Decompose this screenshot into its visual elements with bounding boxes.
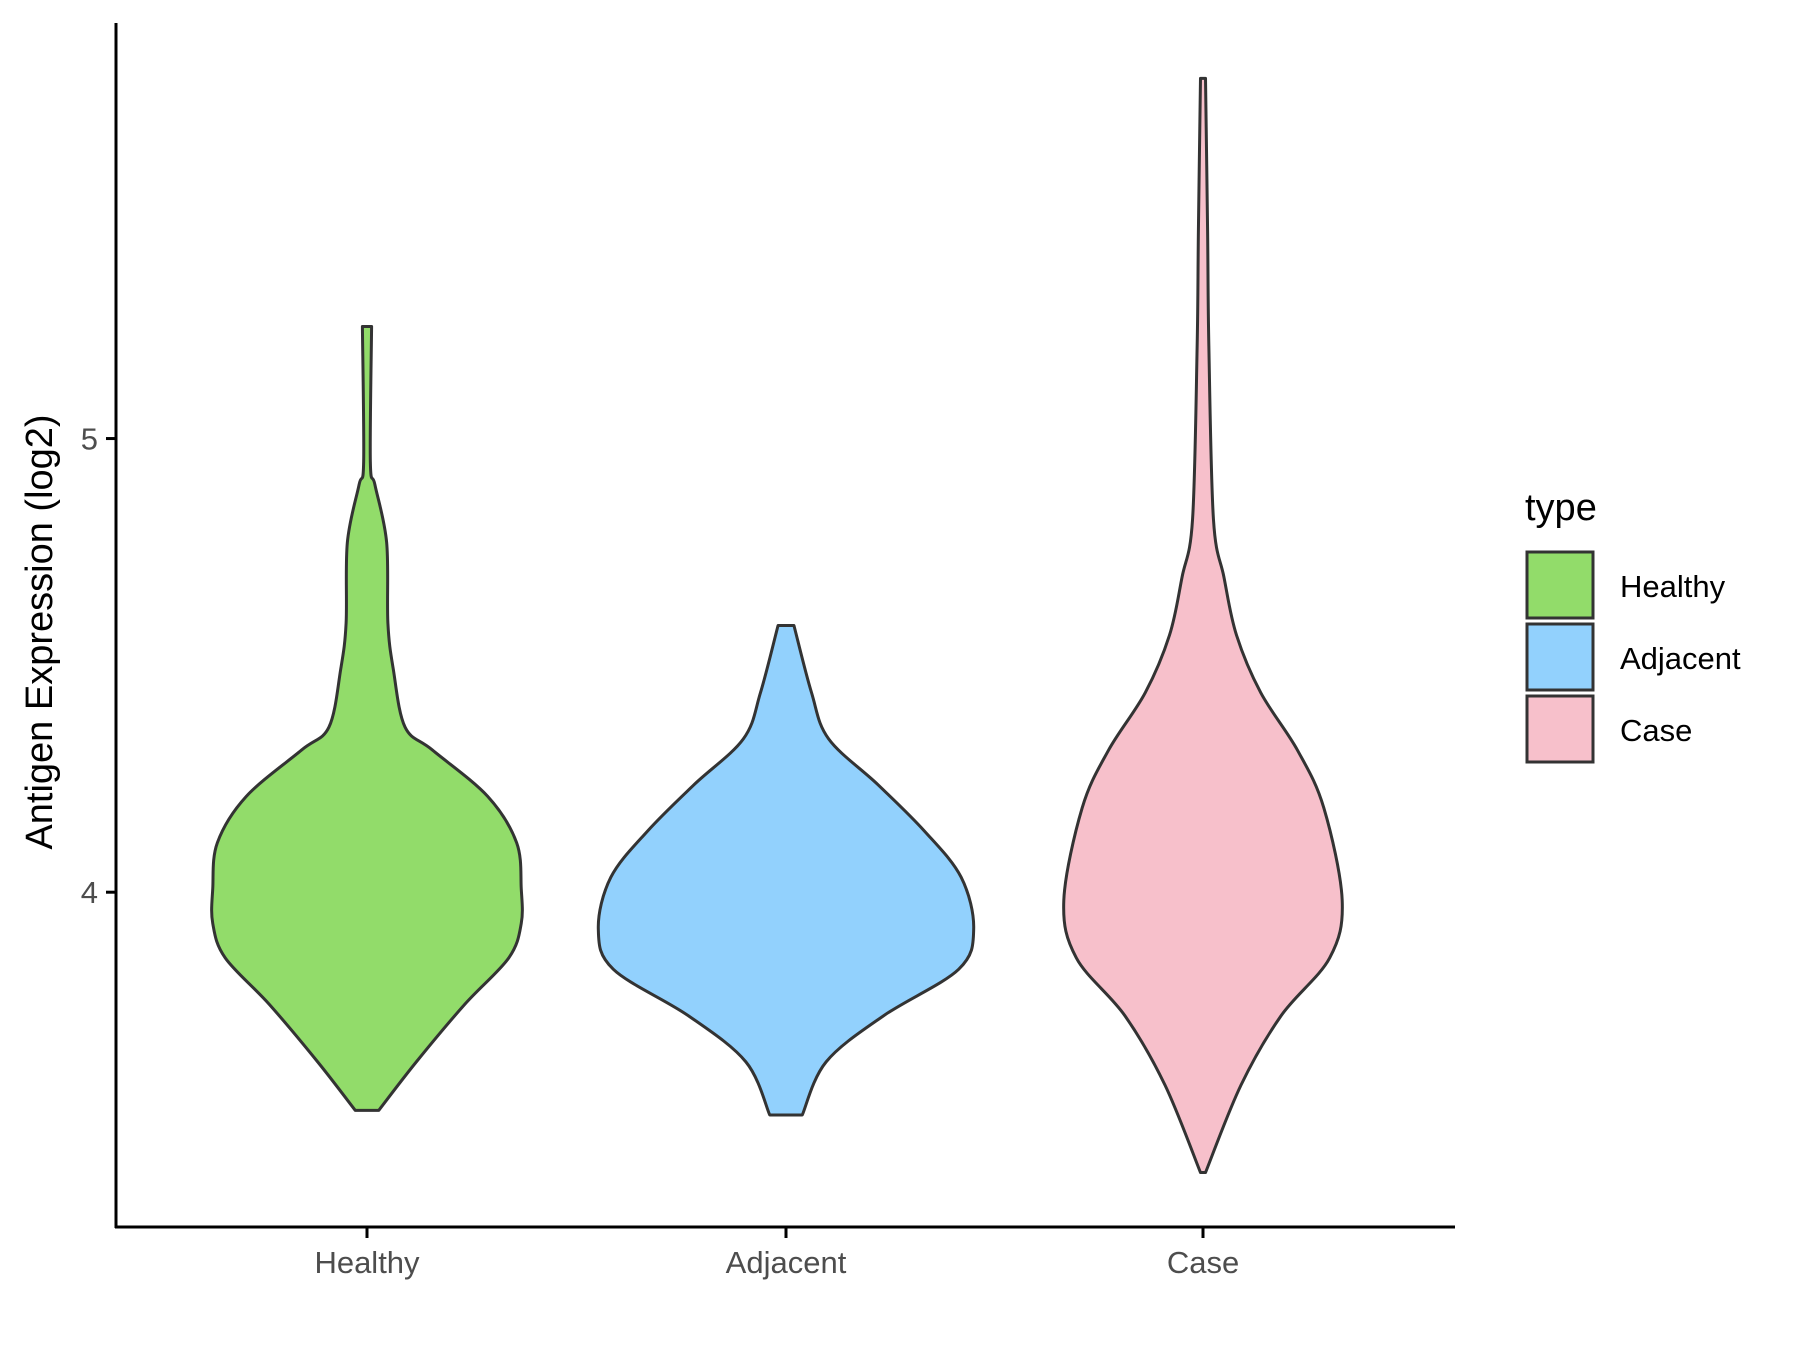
violin-healthy — [210, 324, 524, 1112]
legend-key-case — [1525, 694, 1595, 764]
y-ticks: 45 — [81, 422, 116, 910]
y-axis-label: Antigen Expression (log2) — [19, 414, 61, 849]
x-tick-label: Healthy — [314, 1245, 420, 1280]
legend-title: type — [1525, 487, 1597, 529]
violins — [210, 76, 1344, 1175]
legend: type Healthy Adjacent Case — [1525, 487, 1741, 764]
legend-label: Healthy — [1620, 569, 1726, 604]
legend-key-healthy — [1525, 550, 1595, 620]
legend-key-adjacent — [1525, 622, 1595, 692]
x-tick-label: Adjacent — [726, 1245, 847, 1280]
x-ticks: Healthy Adjacent Case — [314, 1227, 1239, 1280]
y-tick-label: 4 — [81, 875, 98, 910]
violin-case — [1062, 76, 1344, 1175]
x-tick-label: Case — [1167, 1245, 1239, 1280]
legend-label: Adjacent — [1620, 641, 1741, 676]
violin-adjacent — [596, 623, 976, 1117]
y-tick-label: 5 — [81, 422, 98, 457]
legend-label: Case — [1620, 713, 1692, 748]
